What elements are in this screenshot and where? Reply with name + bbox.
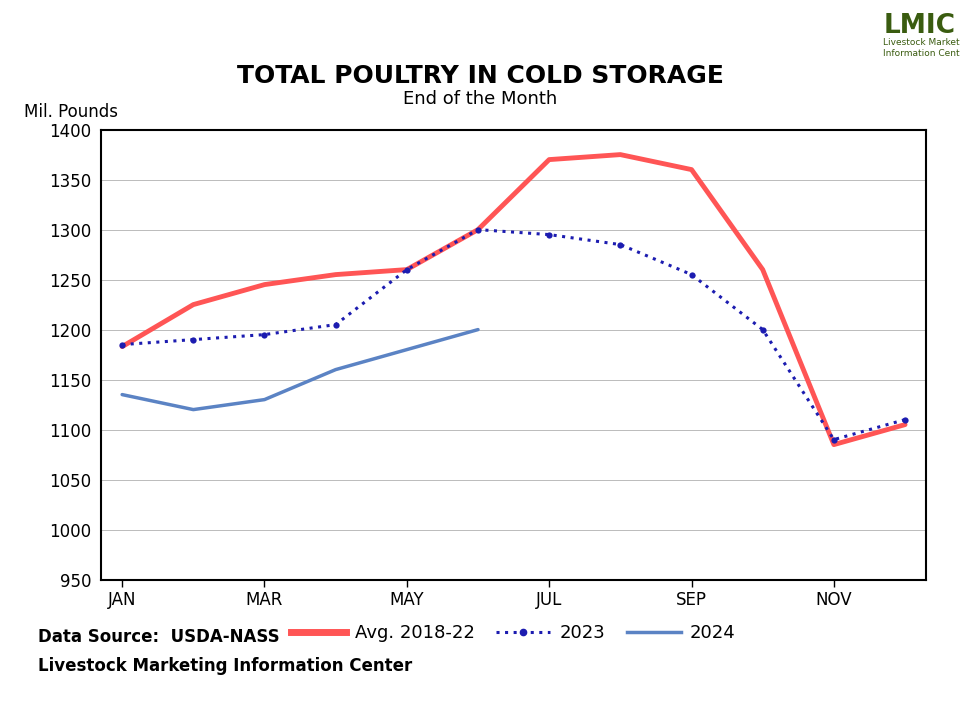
Text: TOTAL POULTRY IN COLD STORAGE: TOTAL POULTRY IN COLD STORAGE <box>236 63 724 88</box>
Text: Data Source:  USDA-NASS: Data Source: USDA-NASS <box>38 628 280 647</box>
Text: Mil. Pounds: Mil. Pounds <box>24 102 118 120</box>
Legend: Avg. 2018-22, 2023, 2024: Avg. 2018-22, 2023, 2024 <box>284 617 743 649</box>
Text: End of the Month: End of the Month <box>403 90 557 108</box>
Text: Livestock Marketing Information Center: Livestock Marketing Information Center <box>38 657 413 675</box>
Text: LMIC: LMIC <box>883 13 955 39</box>
Text: Livestock Marketing
Information Center: Livestock Marketing Information Center <box>883 37 960 58</box>
